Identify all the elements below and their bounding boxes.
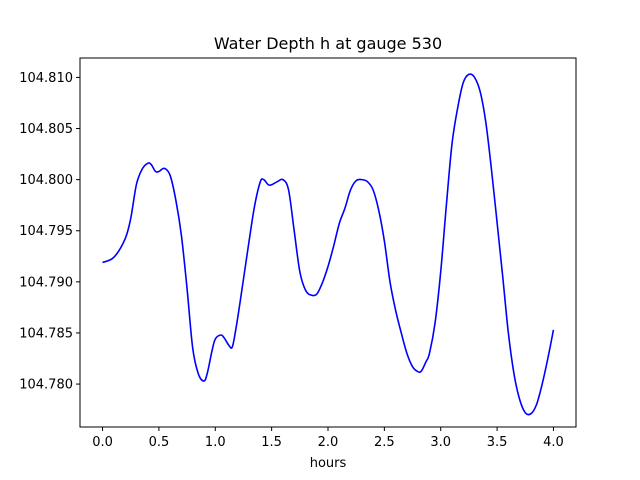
- x-tick-label: 4.0: [543, 435, 564, 450]
- x-tick-label: 1.5: [261, 435, 282, 450]
- y-tick-label: 104.795: [19, 224, 73, 239]
- y-tick-label: 104.800: [19, 173, 73, 188]
- x-axis-label: hours: [310, 456, 347, 471]
- x-tick-label: 0.5: [149, 435, 170, 450]
- plot-frame: [79, 57, 577, 428]
- chart-title: Water Depth h at gauge 530: [214, 34, 442, 53]
- x-axis-ticks: 0.0 0.5 1.0 1.5 2.0 2.5 3.0 3.5 4.0: [92, 427, 564, 450]
- y-tick-label: 104.810: [19, 71, 73, 86]
- x-tick-label: 3.5: [487, 435, 508, 450]
- y-tick-label: 104.785: [19, 326, 73, 341]
- plot-area: [102, 73, 555, 416]
- x-tick-label: 0.0: [92, 435, 113, 450]
- series-line: [102, 73, 555, 416]
- y-axis-ticks: 104.780 104.785 104.790 104.795 104.800 104.8…: [19, 71, 80, 393]
- y-tick-label: 104.790: [19, 275, 73, 290]
- x-tick-label: 3.0: [430, 435, 451, 450]
- x-tick-label: 2.0: [318, 435, 339, 450]
- x-tick-label: 2.5: [374, 435, 395, 450]
- y-tick-label: 104.780: [19, 378, 73, 393]
- x-tick-label: 1.0: [205, 435, 226, 450]
- y-tick-label: 104.805: [19, 122, 73, 137]
